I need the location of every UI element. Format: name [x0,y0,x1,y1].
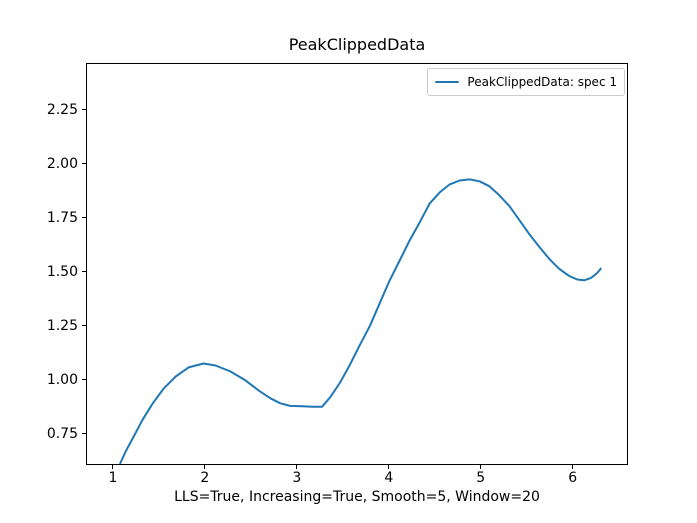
x-tick-label: 1 [108,470,118,486]
x-tick-mark [112,465,114,469]
y-tick-label: 1.75 [46,209,78,226]
x-tick-label: 3 [292,470,302,486]
x-tick-mark [572,465,574,469]
y-tick-mark [82,271,86,273]
y-tick-mark [82,379,86,381]
chart-title: PeakClippedData [288,35,426,54]
y-tick-mark [82,433,86,435]
legend-entry-label: PeakClippedData: spec 1 [467,75,617,89]
x-tick-label: 4 [384,470,394,486]
y-tick-label: 2.00 [46,155,78,172]
y-tick-mark [82,217,86,219]
y-tick-label: 1.00 [46,371,78,388]
plot-area: PeakClippedData: spec 1 [86,63,628,465]
plot-svg [118,178,603,464]
x-tick-label: 2 [200,470,210,486]
legend: PeakClippedData: spec 1 [427,68,625,96]
x-axis-label: LLS=True, Increasing=True, Smooth=5, Win… [174,489,540,505]
y-tick-label: 2.25 [46,101,78,118]
x-tick-mark [296,465,298,469]
x-tick-label: 6 [568,470,578,486]
x-tick-mark [204,465,206,469]
y-tick-label: 0.75 [46,425,78,442]
series-line-peakclippeddata [118,178,603,464]
y-tick-mark [82,325,86,327]
y-tick-mark [82,109,86,111]
x-tick-mark [388,465,390,469]
x-tick-label: 5 [476,470,486,486]
y-tick-mark [82,163,86,165]
x-tick-mark [480,465,482,469]
y-tick-label: 1.50 [46,263,78,280]
y-tick-label: 1.25 [46,317,78,334]
legend-line-sample [435,81,460,83]
